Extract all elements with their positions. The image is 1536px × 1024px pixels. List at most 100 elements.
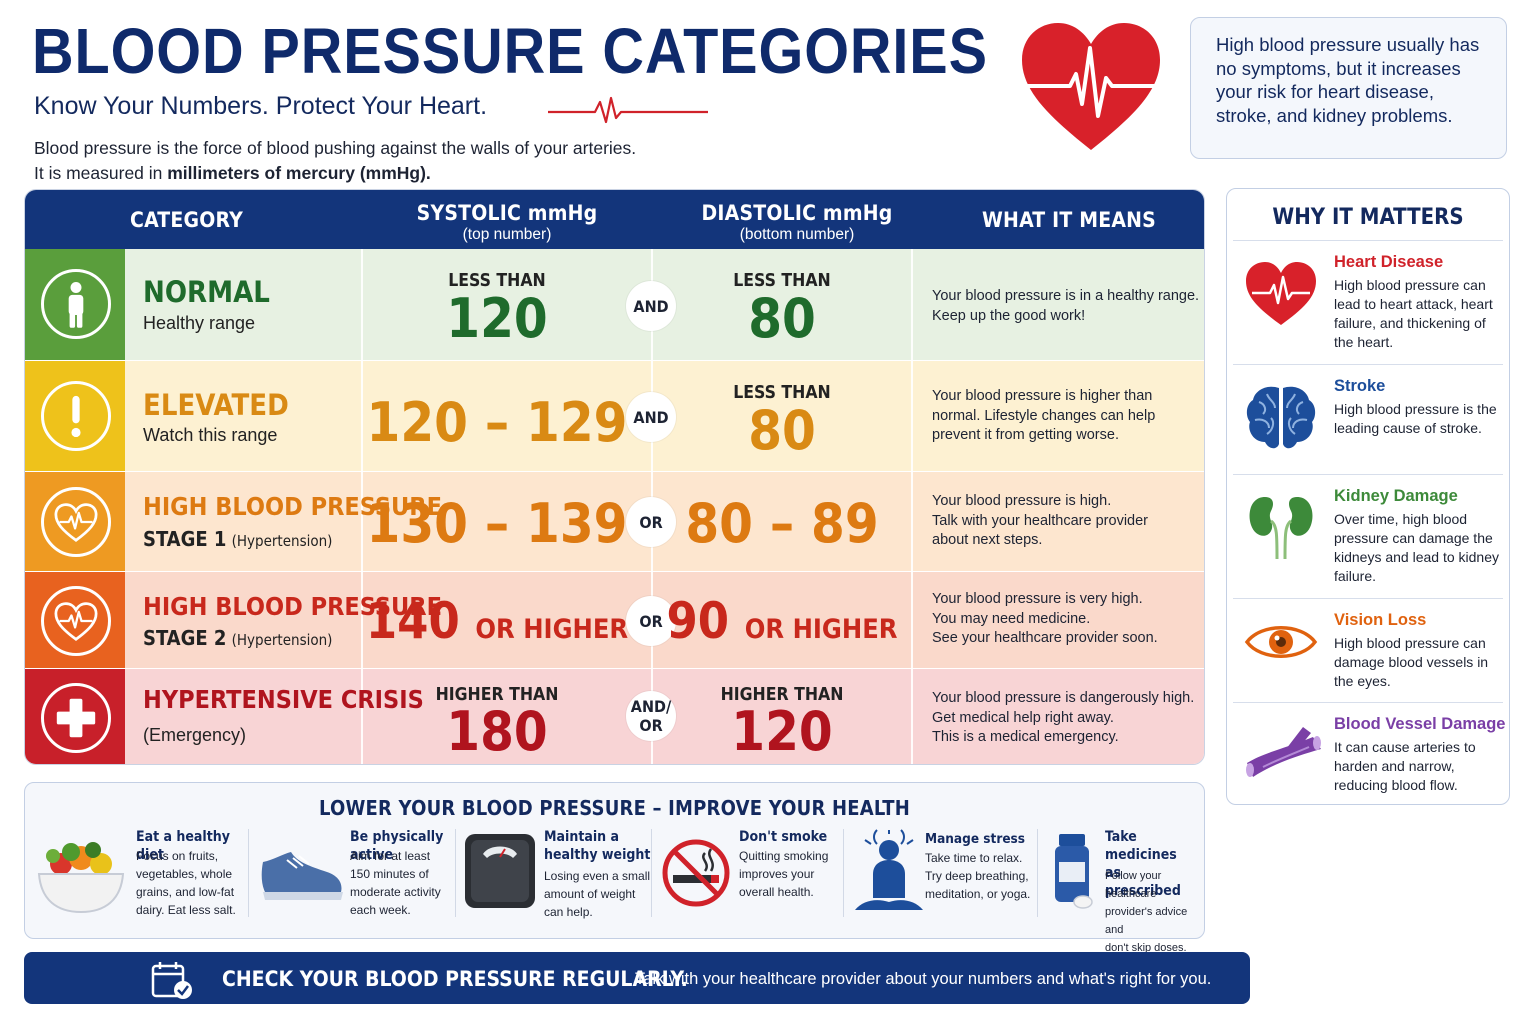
tip-title: Manage stress — [925, 831, 1026, 847]
why-item-title: Blood Vessel Damage — [1334, 715, 1506, 733]
why-item-title: Heart Disease — [1334, 253, 1444, 271]
category-sub: STAGE 1 (Hypertension) — [143, 527, 333, 551]
category-color-band — [25, 472, 125, 571]
why-item: Blood Vessel Damage It can cause arterie… — [1233, 702, 1506, 802]
category-color-band — [25, 249, 125, 360]
category-meaning: Your blood pressure is higher than normal… — [932, 388, 1156, 443]
why-title: WHY IT MATTERS — [1272, 205, 1464, 230]
pill-bottle-icon — [1055, 834, 1093, 909]
kidneys-icon — [1249, 497, 1313, 560]
diastolic-label: HIGHER THAN — [720, 685, 844, 705]
category-sub: Watch this range — [143, 425, 278, 445]
heart-ekg-icon — [41, 586, 111, 656]
category-meaning: Your blood pressure is high. Talk with yo… — [932, 493, 1148, 548]
diastolic-label: LESS THAN — [733, 383, 831, 403]
meditation-icon — [855, 829, 923, 910]
systolic-value: 120 – 129 — [366, 391, 628, 454]
tip-title: Maintain a healthy weight — [544, 829, 651, 863]
systolic-value: 130 – 139 — [366, 492, 628, 555]
table-row: NORMAL Healthy range LESS THAN 120 AND L… — [25, 249, 1204, 361]
tip-title: Take medicines as prescribed — [1105, 829, 1181, 899]
why-item-title: Vision Loss — [1334, 611, 1427, 629]
heart-ekg-icon — [1022, 23, 1160, 150]
page-subtitle: Know Your Numbers. Protect Your Heart. — [34, 92, 488, 120]
diastolic-value: 90 OR HIGHER — [666, 592, 898, 650]
tip-desc: Quitting smoking improves your overall hea… — [739, 849, 829, 899]
category-sub: (Emergency) — [143, 725, 247, 745]
join-word: OR — [626, 497, 676, 547]
header-systolic: SYSTOLIC mmHg (top number) — [416, 201, 598, 243]
diastolic-value: 80 — [748, 399, 816, 462]
why-item-title: Kidney Damage — [1334, 487, 1458, 505]
food-bowl-icon — [37, 842, 125, 914]
tip-title: Be physically active — [350, 829, 444, 863]
category-name: NORMAL — [143, 275, 270, 309]
why-item-desc: High blood pressure is the leading cause… — [1334, 401, 1497, 436]
footer-text: Talk with your healthcare provider about… — [635, 970, 1212, 988]
systolic-value: 140 OR HIGHER — [365, 592, 629, 650]
person-icon — [41, 269, 111, 339]
systolic-value: 180 — [446, 700, 548, 763]
diastolic-value: 120 — [731, 700, 833, 763]
category-color-band — [25, 361, 125, 471]
tip-title: Eat a healthy diet — [136, 829, 230, 863]
heart-ekg-icon — [41, 487, 111, 557]
tip-item: Manage stress Take time to relax. Try dee… — [851, 826, 1041, 926]
risk-note: High blood pressure usually has no sympt… — [1190, 17, 1507, 159]
why-it-matters-panel: WHY IT MATTERS Heart Disease High blood … — [1226, 188, 1510, 805]
table-row: HIGH BLOOD PRESSURE STAGE 2 (Hypertensio… — [25, 572, 1204, 669]
no-smoking-icon — [662, 839, 730, 907]
exclamation-icon — [41, 381, 111, 451]
bp-categories-table: CATEGORY SYSTOLIC mmHg (top number) DIAS… — [24, 189, 1205, 765]
scale-icon — [465, 834, 535, 908]
lifestyle-tips-panel: LOWER YOUR BLOOD PRESSURE – IMPROVE YOUR… — [24, 782, 1205, 954]
category-color-band — [25, 572, 125, 668]
why-item: Kidney Damage Over time, high blood pres… — [1233, 474, 1503, 598]
calendar-check-icon — [151, 962, 192, 999]
ekg-line-icon — [548, 96, 708, 124]
header-category: CATEGORY — [130, 208, 243, 232]
category-sub: STAGE 2 (Hypertension) — [143, 626, 333, 650]
tips-title: LOWER YOUR BLOOD PRESSURE – IMPROVE YOUR… — [319, 796, 910, 820]
header-means: WHAT IT MEANS — [982, 208, 1156, 232]
tip-desc: Aim for at least 150 minutes of moderate a… — [350, 849, 441, 917]
diastolic-label: LESS THAN — [733, 271, 831, 291]
systolic-label: HIGHER THAN — [435, 685, 559, 705]
why-item-desc: Over time, high blood pressure can damag… — [1334, 511, 1499, 584]
why-item-desc: High blood pressure can damage blood ves… — [1334, 635, 1489, 689]
footer-banner: CHECK YOUR BLOOD PRESSURE REGULARLY. Tal… — [24, 952, 1250, 1004]
category-meaning: Your blood pressure is dangerously high.… — [932, 690, 1195, 745]
footer-heading: CHECK YOUR BLOOD PRESSURE REGULARLY. — [222, 967, 688, 991]
why-item: Vision Loss High blood pressure can dama… — [1233, 598, 1503, 702]
why-item: Heart Disease High blood pressure can le… — [1233, 240, 1503, 353]
page-title: BLOOD PRESSURE CATEGORIES — [32, 15, 988, 87]
table-row: ELEVATED Watch this range 120 – 129 AND … — [25, 361, 1204, 472]
tip-item: Maintain a healthy weight Losing even a s… — [463, 826, 653, 926]
table-row: HYPERTENSIVE CRISIS (Emergency) HIGHER T… — [25, 669, 1204, 764]
category-name: ELEVATED — [143, 388, 289, 422]
why-item-desc: High blood pressure can lead to heart at… — [1334, 277, 1493, 350]
heart-ekg-icon — [1246, 262, 1316, 325]
category-name: HYPERTENSIVE CRISIS — [143, 685, 424, 714]
header-diastolic: DIASTOLIC mmHg (bottom number) — [701, 201, 893, 243]
category-color-band — [25, 669, 125, 764]
join-word: AND — [626, 392, 676, 442]
why-item: Stroke High blood pressure is the leadin… — [1233, 364, 1503, 474]
tip-desc: Focus on fruits, vegetables, whole grains,… — [136, 849, 236, 917]
why-item-desc: It can cause arteries to harden and narr… — [1334, 739, 1476, 793]
join-word: AND — [626, 281, 676, 331]
category-sub: Healthy range — [143, 313, 256, 333]
table-row: HIGH BLOOD PRESSURE STAGE 1 (Hypertensio… — [25, 472, 1204, 572]
medical-cross-icon — [41, 683, 111, 753]
category-meaning: Your blood pressure is in a healthy rang… — [932, 288, 1200, 324]
tip-item: Eat a healthy diet Focus on fruits, veget… — [35, 826, 250, 926]
sneaker-icon — [261, 852, 343, 900]
why-item-title: Stroke — [1334, 377, 1386, 395]
table-header: CATEGORY SYSTOLIC mmHg (top number) DIAS… — [25, 190, 1204, 249]
tip-item: Don't smoke Quitting smoking improves you… — [661, 826, 841, 926]
systolic-label: LESS THAN — [448, 271, 546, 291]
join-word: AND/OR — [626, 691, 676, 741]
tip-desc: Follow your healthcare provider's advice … — [1105, 870, 1188, 954]
category-name: HIGH BLOOD PRESSURE — [143, 492, 442, 521]
tip-item: Be physically active Aim for at least 150… — [257, 826, 457, 926]
